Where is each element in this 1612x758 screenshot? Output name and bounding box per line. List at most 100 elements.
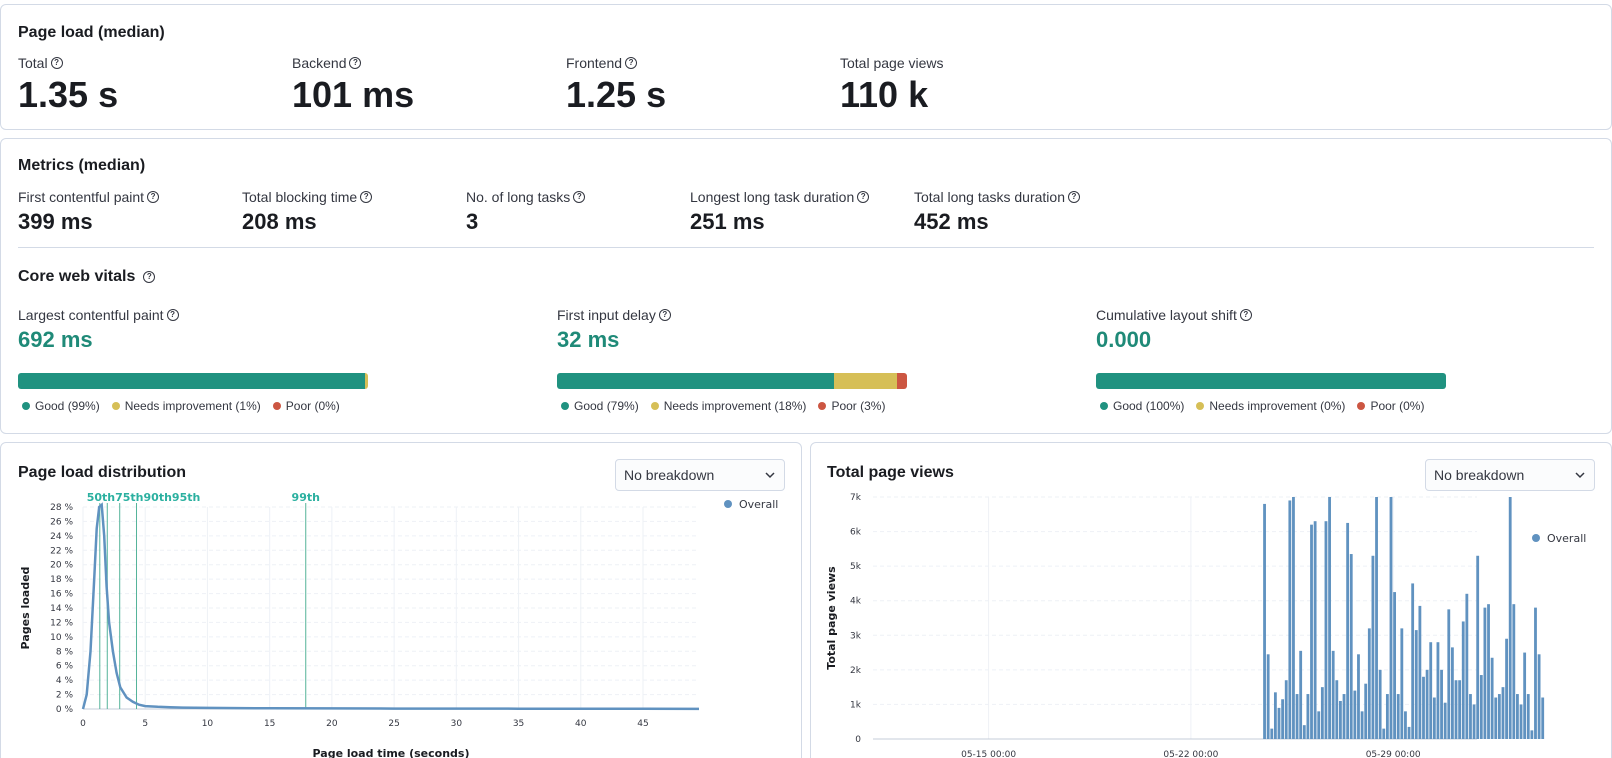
y-tick-label: 8 % [56, 647, 74, 657]
help-icon[interactable]: ? [658, 309, 671, 321]
legend-label: Needs improvement (1%) [124, 399, 261, 413]
chevron-down-icon [765, 472, 775, 479]
vital-fid-bar[interactable] [557, 373, 907, 389]
legend-label: Needs improvement (0%) [1209, 399, 1346, 413]
bar-overall [1483, 607, 1487, 739]
help-icon[interactable]: ? [1067, 191, 1080, 203]
metric-value: 452 ms [914, 209, 989, 234]
help-icon[interactable]: ? [360, 191, 373, 203]
bar-overall [1357, 654, 1360, 739]
bar-overall [1501, 687, 1505, 739]
needs-improvement-segment[interactable] [364, 373, 368, 389]
good-segment[interactable] [1096, 373, 1446, 389]
metric-total-long-tasks: Total long tasks duration? 452 ms [914, 189, 1080, 237]
x-tick-label: 10 [202, 719, 214, 729]
y-axis-label: Pages loaded [19, 567, 32, 650]
poor-dot-icon [1357, 402, 1366, 410]
bar-overall [1400, 628, 1404, 739]
help-icon[interactable]: ? [625, 57, 638, 69]
help-icon[interactable]: ? [573, 191, 586, 203]
x-tick-label: 25 [388, 719, 399, 729]
bar-overall [1523, 652, 1527, 739]
y-tick-label: 0 [855, 735, 861, 745]
legend-dot-icon [724, 500, 732, 508]
help-icon[interactable]: ? [349, 57, 362, 69]
bar-overall [1306, 694, 1310, 739]
bar-overall [1349, 554, 1353, 739]
y-tick-label: 6k [850, 528, 862, 538]
x-tick-label: 5 [142, 719, 148, 729]
stat-total-page-views: Total page views 110 k [840, 55, 944, 117]
help-icon[interactable]: ? [50, 57, 63, 69]
legend-dot-icon [1532, 534, 1540, 542]
bar-overall [1320, 687, 1324, 739]
page-views-breakdown-select[interactable]: No breakdown [1425, 459, 1595, 491]
x-axis-label: Page load time (seconds) [313, 747, 470, 758]
distribution-chart[interactable]: 0 % 2 % 4 % 6 % 8 % 10 % 12 % 14 % 16 % 18 % 20 % 2… [1, 481, 801, 758]
legend-label: Good (100%) [1113, 399, 1185, 413]
page-views-chart[interactable]: 0 1k 2k 3k 4k 5k 6k 7k 05-15 00:00 05-22 00:00 05-… [811, 481, 1611, 758]
bar-overall [1284, 680, 1288, 739]
metric-value: 399 ms [18, 209, 93, 234]
bar-overall [1512, 604, 1516, 739]
y-tick-label: 2 % [56, 691, 74, 701]
legend-poor: Poor (0%) [272, 399, 340, 413]
page-views-title: Total page views [827, 464, 954, 481]
bar-overall [1447, 609, 1451, 739]
help-icon[interactable]: ? [1239, 309, 1252, 321]
bar-overall [1526, 694, 1530, 739]
metric-value: 251 ms [690, 209, 765, 234]
vital-label: First input delay [557, 307, 656, 323]
distribution-breakdown-select[interactable]: No breakdown [615, 459, 785, 491]
bar-overall [1450, 647, 1454, 739]
vital-cls-bar[interactable] [1096, 373, 1446, 389]
vital-lcp: Largest contentful paint? 692 ms [18, 307, 179, 355]
vital-lcp-bar[interactable] [18, 373, 368, 389]
y-tick-label: 0 % [56, 705, 74, 715]
y-tick-label: 18 % [50, 575, 73, 585]
good-segment[interactable] [557, 373, 834, 389]
bar-overall [1465, 593, 1469, 739]
bar-overall [1396, 694, 1400, 739]
bar-overall [1360, 711, 1364, 739]
legend-label: Needs improvement (18%) [663, 399, 807, 413]
distribution-title: Page load distribution [18, 464, 187, 481]
poor-segment[interactable] [896, 373, 907, 389]
bar-overall [1375, 497, 1378, 739]
help-icon[interactable]: ? [147, 191, 160, 203]
poor-dot-icon [818, 402, 827, 410]
x-tick-label: 45 [637, 719, 648, 729]
bar-overall [1436, 642, 1440, 739]
vital-cls: Cumulative layout shift? 0.000 [1096, 307, 1252, 355]
select-value: No breakdown [1434, 467, 1525, 483]
x-tick-label: 0 [80, 719, 86, 729]
bar-overall [1497, 694, 1501, 739]
bar-overall [1494, 697, 1498, 739]
x-tick-label: 40 [575, 719, 587, 729]
legend-needs-improvement: Needs improvement (18%) [650, 399, 807, 413]
bar-overall [1534, 607, 1537, 739]
bar-overall [1299, 650, 1303, 739]
bar-overall [1328, 497, 1331, 739]
bar-overall [1537, 654, 1541, 739]
y-tick-label: 12 % [50, 618, 73, 628]
bar-overall [1270, 728, 1274, 739]
needs-improvement-segment[interactable] [833, 373, 897, 389]
stat-total-page-views-value: 110 k [840, 74, 929, 115]
bar-overall [1292, 497, 1295, 739]
stat-total-label: Total [18, 55, 48, 71]
legend-label: Poor (0%) [1370, 399, 1425, 413]
needs-improvement-dot-icon [650, 402, 659, 410]
good-segment[interactable] [18, 373, 365, 389]
percentile-label-99th: 99th [292, 491, 320, 504]
help-icon[interactable]: ? [857, 191, 870, 203]
bar-overall [1277, 707, 1281, 739]
help-icon[interactable]: ? [166, 309, 179, 321]
help-icon[interactable]: ? [143, 271, 156, 283]
vital-lcp-legend: Good (99%) Needs improvement (1%) Poor (… [22, 399, 340, 413]
legend-label: Good (99%) [35, 399, 100, 413]
bar-overall [1541, 697, 1545, 739]
stat-frontend-value: 1.25 s [566, 74, 667, 115]
bar-overall [1454, 680, 1458, 739]
vital-fid-legend: Good (79%) Needs improvement (18%) Poor … [561, 399, 885, 413]
